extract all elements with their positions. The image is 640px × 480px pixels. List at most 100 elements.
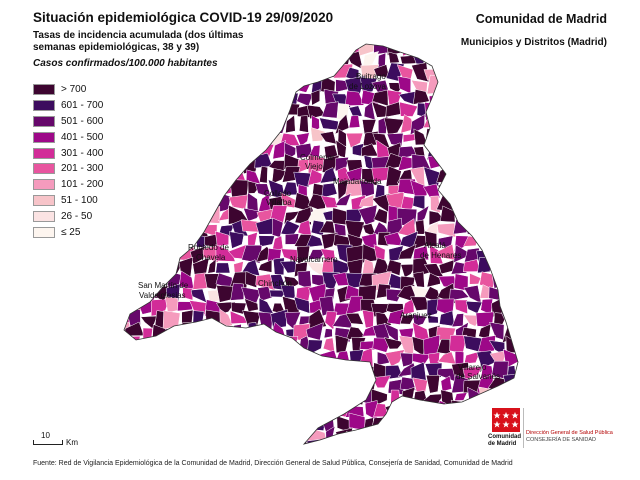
municipality-area [215,183,233,197]
municipality-area [124,118,146,132]
municipality-area [190,288,207,304]
municipality-area [179,115,196,133]
scale-bar: 10 Km [33,431,78,447]
municipality-area [294,376,312,395]
municipality-area [476,116,490,133]
municipality-area [124,429,130,444]
municipality-area [245,270,259,288]
municipality-area [321,101,339,119]
municipality-area [422,441,443,444]
municipality-area [297,402,313,417]
municipality-area [319,117,339,131]
municipality-area [413,128,428,146]
municipality-area [142,249,155,261]
municipality-area [437,351,457,365]
municipality-area [321,232,338,250]
comunidad-madrid-logo [492,408,520,432]
municipality-area [333,44,351,58]
municipality-area [412,414,432,431]
municipality-area [514,388,518,407]
label-villarejo-2: de Salvanés [456,372,500,381]
municipality-area [425,426,444,443]
municipality-area [128,128,144,147]
municipality-area [514,247,518,264]
municipality-area [454,392,468,401]
municipality-area [188,361,210,380]
municipality-area [293,426,313,444]
municipality-area [164,127,182,146]
municipality-area [220,339,231,357]
municipality-area [411,44,429,56]
municipality-area [385,288,404,302]
municipality-area [219,126,236,147]
municipality-area [190,166,209,185]
municipality-area [399,101,419,117]
municipality-area [383,117,405,135]
legend-swatch [33,100,55,112]
municipality-area [514,127,518,146]
municipality-area [124,273,129,285]
municipality-area [124,44,129,57]
municipality-area [151,197,167,210]
municipality-area [124,114,130,136]
municipality-area [399,404,415,422]
municipality-area [178,392,195,404]
municipality-area [140,194,157,213]
municipality-area [192,272,208,290]
municipality-area [205,416,224,429]
municipality-area [166,159,185,175]
municipality-area [389,413,404,433]
municipality-area [280,191,296,209]
municipality-area [220,156,231,170]
municipality-area [272,139,286,160]
municipality-area [514,49,518,65]
municipality-area [229,49,248,68]
municipality-area [124,439,129,444]
municipality-area [178,140,197,158]
municipality-area [256,430,272,444]
municipality-area [452,44,471,57]
municipality-area [450,127,466,143]
municipality-area [129,76,142,96]
municipality-area [399,313,416,325]
municipality-area [435,48,457,69]
municipality-area [425,375,440,394]
municipality-area [257,286,273,302]
municipality-area [463,350,481,364]
municipality-area [308,378,326,391]
municipality-area [232,88,246,109]
municipality-area [490,118,504,134]
municipality-area [244,431,263,444]
municipality-area [189,402,209,416]
municipality-area [130,104,142,118]
municipality-area [270,44,287,58]
municipality-area [282,429,300,444]
municipality-area [295,62,309,81]
municipality-area [243,49,259,71]
municipality-area [374,440,390,444]
municipality-area [335,374,353,395]
municipality-area [140,257,157,271]
municipality-area [462,116,482,130]
municipality-area [426,272,441,288]
municipality-area [153,141,172,157]
municipality-area [323,44,337,57]
municipality-area [232,63,248,82]
municipality-area [324,375,340,396]
municipality-area [516,116,518,135]
legend-label: 501 - 600 [61,115,104,127]
municipality-area [513,297,518,316]
municipality-area [202,44,219,53]
municipality-area [228,44,246,57]
municipality-area [125,441,143,444]
municipality-area [281,380,300,393]
municipality-area [480,75,493,93]
municipality-area [448,88,470,107]
municipality-area [190,388,207,403]
municipality-area [157,44,171,58]
municipality-area [124,199,131,210]
municipality-area [450,115,470,135]
municipality-area [124,390,128,409]
municipality-area [268,376,284,394]
municipality-area [296,245,311,265]
